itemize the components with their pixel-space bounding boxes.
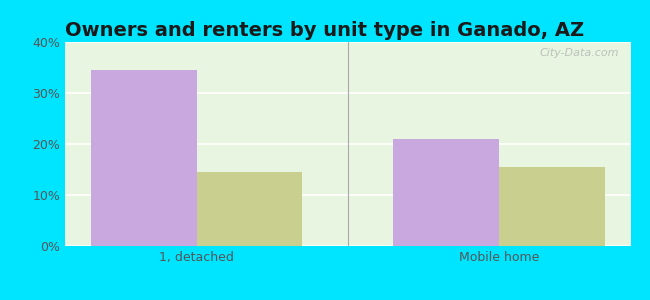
Bar — [196, 172, 302, 246]
Text: City-Data.com: City-Data.com — [540, 48, 619, 58]
Legend: Owner occupied units, Renter occupied units: Owner occupied units, Renter occupied un… — [165, 297, 530, 300]
Bar — [499, 167, 604, 246]
Bar — [393, 139, 499, 246]
Text: Owners and renters by unit type in Ganado, AZ: Owners and renters by unit type in Ganad… — [66, 21, 584, 40]
Bar — [91, 70, 196, 246]
